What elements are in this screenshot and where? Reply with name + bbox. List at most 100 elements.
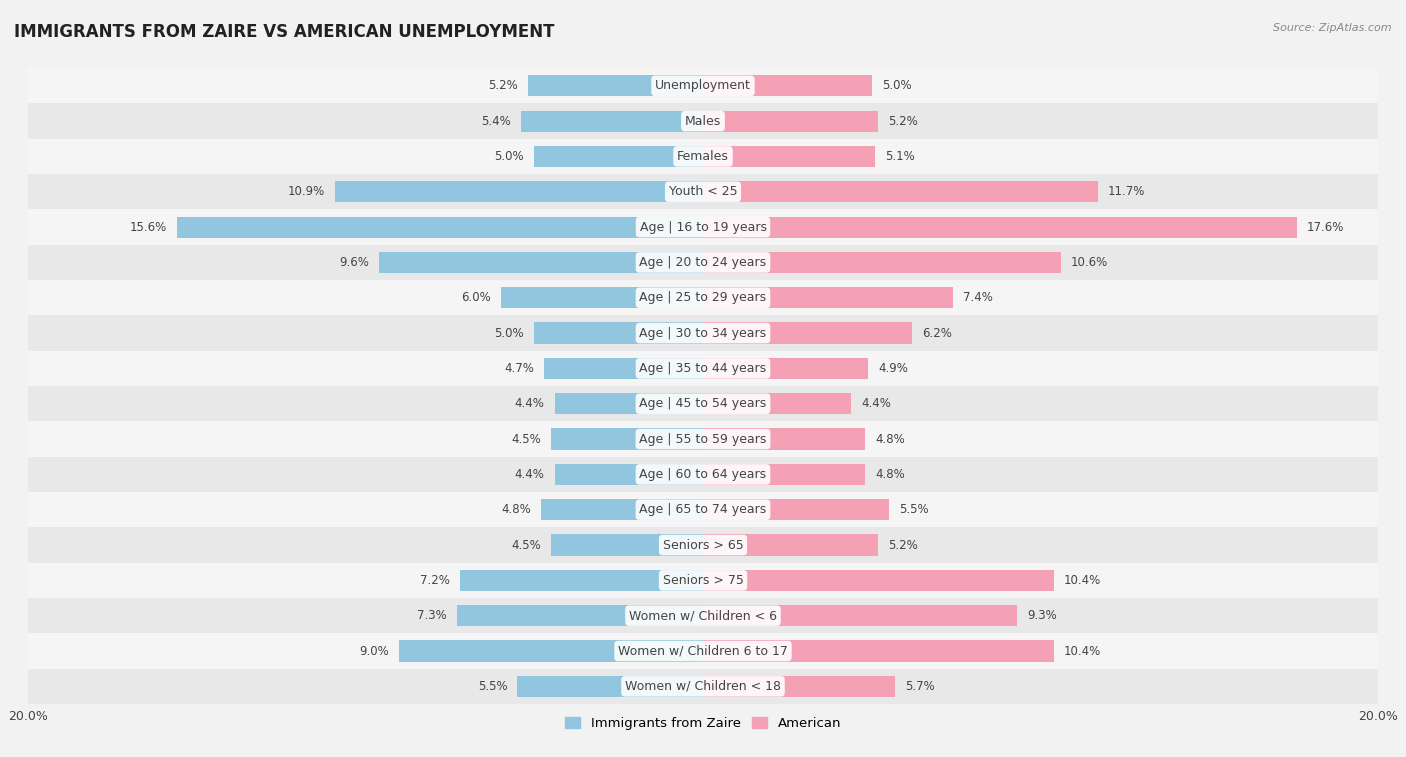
Text: Age | 35 to 44 years: Age | 35 to 44 years [640,362,766,375]
Bar [534,146,703,167]
Text: 7.2%: 7.2% [420,574,450,587]
Bar [28,350,1378,386]
Text: 6.0%: 6.0% [461,291,491,304]
Bar [551,534,703,556]
Text: Source: ZipAtlas.com: Source: ZipAtlas.com [1274,23,1392,33]
Bar [177,217,703,238]
Bar [28,210,1378,245]
Text: 6.2%: 6.2% [922,326,952,340]
Bar [703,499,889,520]
Bar [501,287,703,308]
Bar [534,322,703,344]
Text: Age | 16 to 19 years: Age | 16 to 19 years [640,220,766,234]
Bar [703,534,879,556]
Bar [544,358,703,379]
Bar [28,316,1378,350]
Text: 11.7%: 11.7% [1108,185,1146,198]
Text: 4.7%: 4.7% [505,362,534,375]
Text: 5.0%: 5.0% [495,326,524,340]
Text: 4.4%: 4.4% [515,468,544,481]
Text: 4.8%: 4.8% [501,503,531,516]
Text: Males: Males [685,114,721,128]
Bar [703,428,865,450]
Bar [703,464,865,485]
Bar [28,668,1378,704]
Text: 5.5%: 5.5% [898,503,928,516]
Text: 7.3%: 7.3% [416,609,447,622]
Bar [554,464,703,485]
Text: 4.8%: 4.8% [875,432,905,446]
Bar [335,181,703,202]
Text: 10.4%: 10.4% [1064,574,1101,587]
Text: Women w/ Children < 6: Women w/ Children < 6 [628,609,778,622]
Text: 9.0%: 9.0% [360,644,389,658]
Text: 5.2%: 5.2% [488,79,517,92]
Bar [28,280,1378,316]
Bar [28,634,1378,668]
Text: IMMIGRANTS FROM ZAIRE VS AMERICAN UNEMPLOYMENT: IMMIGRANTS FROM ZAIRE VS AMERICAN UNEMPL… [14,23,554,41]
Bar [703,322,912,344]
Bar [28,492,1378,528]
Text: 5.4%: 5.4% [481,114,510,128]
Bar [517,676,703,697]
Bar [527,75,703,96]
Text: 5.7%: 5.7% [905,680,935,693]
Text: 5.0%: 5.0% [882,79,911,92]
Text: 10.9%: 10.9% [288,185,325,198]
Bar [554,393,703,414]
Text: 5.0%: 5.0% [495,150,524,163]
Text: 10.4%: 10.4% [1064,644,1101,658]
Text: Women w/ Children < 18: Women w/ Children < 18 [626,680,780,693]
Bar [28,562,1378,598]
Bar [703,146,875,167]
Bar [28,456,1378,492]
Text: 5.1%: 5.1% [886,150,915,163]
Bar [703,181,1098,202]
Bar [703,605,1017,626]
Text: Age | 65 to 74 years: Age | 65 to 74 years [640,503,766,516]
Text: Age | 60 to 64 years: Age | 60 to 64 years [640,468,766,481]
Bar [703,217,1296,238]
Legend: Immigrants from Zaire, American: Immigrants from Zaire, American [560,712,846,736]
Bar [703,570,1054,591]
Text: 5.5%: 5.5% [478,680,508,693]
Bar [28,174,1378,210]
Text: 9.6%: 9.6% [339,256,368,269]
Bar [520,111,703,132]
Text: 4.5%: 4.5% [512,538,541,552]
Text: 10.6%: 10.6% [1071,256,1108,269]
Text: 5.2%: 5.2% [889,114,918,128]
Bar [28,68,1378,104]
Text: Youth < 25: Youth < 25 [669,185,737,198]
Text: Age | 30 to 34 years: Age | 30 to 34 years [640,326,766,340]
Bar [457,605,703,626]
Text: Females: Females [678,150,728,163]
Text: Age | 55 to 59 years: Age | 55 to 59 years [640,432,766,446]
Bar [703,358,869,379]
Bar [28,104,1378,139]
Text: 4.8%: 4.8% [875,468,905,481]
Text: Age | 45 to 54 years: Age | 45 to 54 years [640,397,766,410]
Bar [28,245,1378,280]
Bar [28,386,1378,422]
Text: Seniors > 65: Seniors > 65 [662,538,744,552]
Bar [28,422,1378,456]
Text: 4.4%: 4.4% [515,397,544,410]
Text: 7.4%: 7.4% [963,291,993,304]
Bar [703,75,872,96]
Text: Age | 20 to 24 years: Age | 20 to 24 years [640,256,766,269]
Bar [551,428,703,450]
Bar [703,111,879,132]
Text: 4.9%: 4.9% [879,362,908,375]
Text: Unemployment: Unemployment [655,79,751,92]
Text: 4.5%: 4.5% [512,432,541,446]
Text: 4.4%: 4.4% [862,397,891,410]
Bar [28,139,1378,174]
Bar [703,393,852,414]
Text: 15.6%: 15.6% [129,220,166,234]
Text: Age | 25 to 29 years: Age | 25 to 29 years [640,291,766,304]
Text: Seniors > 75: Seniors > 75 [662,574,744,587]
Bar [703,252,1060,273]
Bar [460,570,703,591]
Text: 17.6%: 17.6% [1308,220,1344,234]
